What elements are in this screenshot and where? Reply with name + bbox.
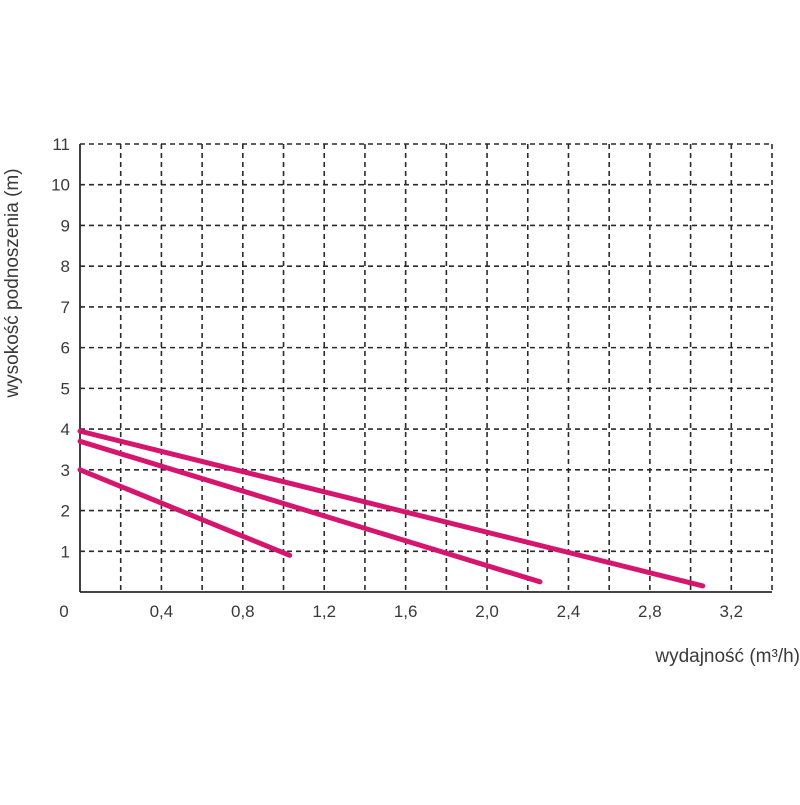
x-tick-label: 3,2 bbox=[719, 602, 743, 621]
grid bbox=[80, 143, 773, 592]
y-tick-label: 9 bbox=[61, 216, 70, 235]
x-tick-label: 0,8 bbox=[231, 602, 255, 621]
series-layer bbox=[77, 428, 706, 589]
y-tick-label: 5 bbox=[61, 379, 70, 398]
y-tick-label: 4 bbox=[61, 420, 70, 439]
x-tick-label: 2,4 bbox=[557, 602, 581, 621]
y-tick-label: 8 bbox=[61, 257, 70, 276]
y-axis-title: wysokość podnoszenia (m) bbox=[2, 168, 23, 398]
y-tick-label: 6 bbox=[61, 339, 70, 358]
x-axis-title: wydajność (m³/h) bbox=[654, 646, 800, 667]
series-line-1 bbox=[77, 467, 293, 558]
x-tick-label: 1,6 bbox=[394, 602, 418, 621]
x-tick-label: 2,8 bbox=[638, 602, 662, 621]
y-tick-label: 7 bbox=[61, 298, 70, 317]
series-line-3 bbox=[77, 428, 706, 589]
y-tick-label: 1 bbox=[61, 542, 70, 561]
x-tick-label: 0,4 bbox=[150, 602, 174, 621]
axes bbox=[79, 144, 772, 593]
y-tick-label: 3 bbox=[61, 461, 70, 480]
x-tick-label: 2,0 bbox=[475, 602, 499, 621]
tick-labels: 0,4 0,8 1,2 1,6 2,0 2,4 2,8 3,2 1 2 3 4 5 6 7 8 9 10 11 bbox=[51, 135, 743, 621]
origin-label: 0 bbox=[59, 602, 68, 621]
series-line-2 bbox=[77, 438, 543, 585]
y-tick-label: 11 bbox=[52, 135, 70, 154]
y-tick-label: 10 bbox=[51, 176, 70, 195]
y-tick-label: 2 bbox=[61, 502, 70, 521]
x-tick-label: 1,2 bbox=[312, 602, 336, 621]
